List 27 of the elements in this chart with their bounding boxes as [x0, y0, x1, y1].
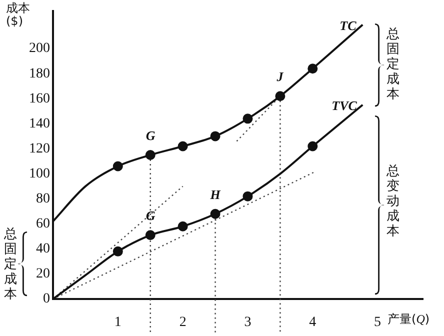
annotation: J — [276, 69, 284, 84]
y-tick-label: 200 — [29, 41, 50, 56]
x-tick-label: 5 — [374, 315, 382, 330]
annotation: G — [146, 208, 156, 224]
y-tick-label: 160 — [29, 91, 50, 106]
y-tick-label: 0 — [43, 292, 50, 307]
y-axis-title: 成本 ($) — [6, 1, 30, 28]
x-tick-label: 4 — [309, 315, 316, 330]
annotation: 总变动成本 — [386, 164, 400, 240]
y-tick-label: 180 — [29, 66, 50, 82]
annotation: H — [210, 186, 220, 202]
annotation: G — [146, 128, 156, 143]
x-tick-label: 1 — [114, 315, 122, 330]
annotation: 总固定成本 — [386, 27, 400, 102]
series-label: TVC — [332, 98, 357, 113]
y-tick-label: 100 — [29, 166, 50, 182]
x-tick-label: 2 — [179, 315, 186, 330]
y-tick-label: 60 — [36, 216, 50, 232]
x-tick-label: 3 — [244, 315, 252, 330]
text: 总固定成本 — [4, 226, 17, 302]
series-label: TC — [340, 18, 356, 33]
y-tick-label: 120 — [29, 141, 50, 156]
y-tick-label: 20 — [36, 266, 50, 282]
y-tick-label: 40 — [36, 242, 50, 257]
y-tick-label: 140 — [29, 116, 50, 132]
x-axis-title: 产量(Q) — [388, 312, 430, 326]
y-tick-label: 80 — [36, 192, 50, 206]
